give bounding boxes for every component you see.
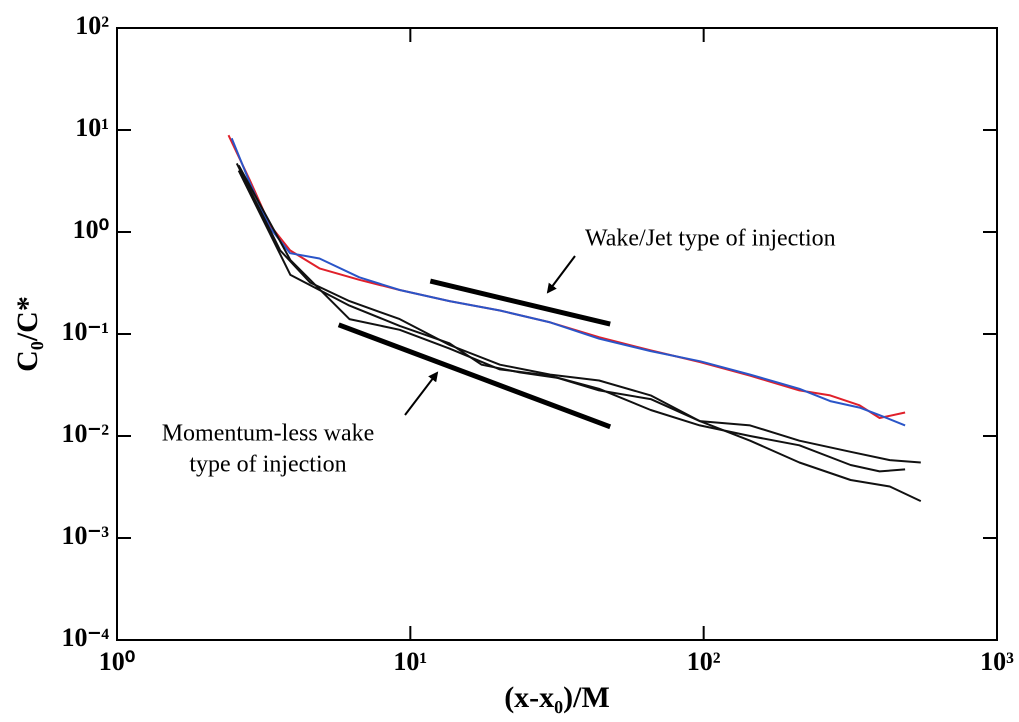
line: [429, 278, 611, 327]
annotation: type of injection: [189, 452, 346, 478]
y-axis-label: C₀/C*: [11, 296, 44, 372]
y-tick-label: 10²: [75, 11, 109, 40]
y-tick-label: 10⁻³: [61, 521, 109, 550]
line: [237, 164, 922, 503]
arrow: [404, 371, 439, 416]
y-tick-label: 10⁻²: [61, 419, 109, 448]
y-tick-label: 10⁻⁴: [61, 623, 109, 652]
line: [237, 170, 906, 473]
annotation: Wake/Jet type of injection: [585, 226, 836, 252]
line: [227, 134, 906, 419]
plot-frame: [116, 27, 998, 641]
annotation: Momentum-less wake: [162, 421, 375, 447]
line: [230, 137, 906, 427]
line: [337, 322, 612, 430]
y-tick-label: 10⁻¹: [61, 317, 109, 346]
y-tick-label: 10⁰: [73, 215, 109, 244]
x-tick-label: 10²: [687, 647, 721, 676]
line: [235, 162, 921, 464]
x-tick-label: 10⁰: [99, 647, 135, 676]
x-tick-label: 10³: [980, 647, 1014, 676]
x-tick-label: 10¹: [393, 647, 427, 676]
arrow: [546, 255, 576, 294]
y-tick-label: 10¹: [75, 113, 109, 142]
x-axis-label: (x-x₀)/M: [504, 681, 610, 714]
